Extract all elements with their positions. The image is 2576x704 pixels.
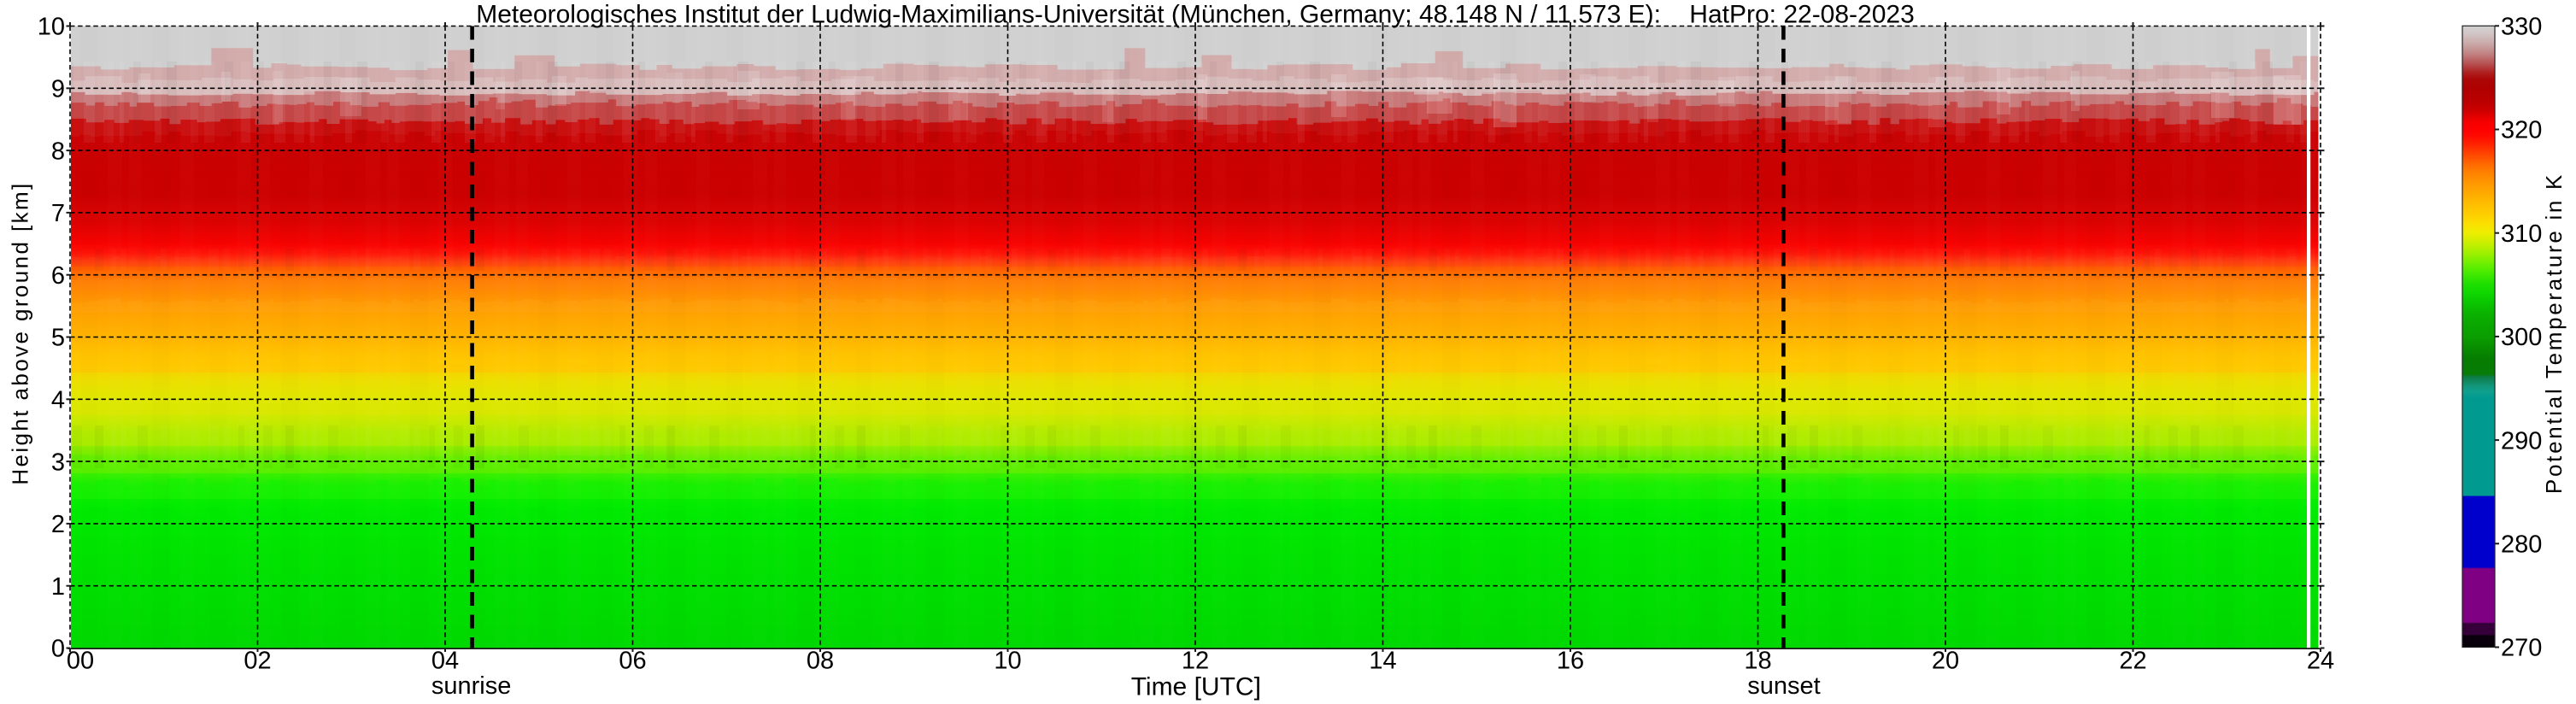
svg-text:2: 2 (51, 511, 65, 538)
svg-text:8: 8 (51, 138, 65, 165)
svg-text:sunset: sunset (1747, 672, 1820, 700)
svg-text:08: 08 (807, 648, 834, 675)
svg-text:280: 280 (2501, 531, 2542, 559)
svg-text:10: 10 (38, 14, 65, 41)
svg-text:12: 12 (1182, 648, 1209, 675)
svg-text:14: 14 (1369, 648, 1396, 675)
svg-text:06: 06 (619, 648, 646, 675)
svg-text:Meteorologisches Institut der: Meteorologisches Institut der Ludwig-Max… (476, 1, 1915, 29)
svg-text:5: 5 (51, 325, 65, 352)
svg-text:Time [UTC]: Time [UTC] (1131, 673, 1261, 701)
svg-text:1: 1 (51, 573, 65, 601)
svg-text:9: 9 (51, 76, 65, 103)
svg-text:Potential Temperature in K: Potential Temperature in K (2541, 173, 2567, 494)
svg-text:0: 0 (51, 636, 65, 663)
svg-text:330: 330 (2501, 14, 2542, 41)
svg-text:270: 270 (2501, 635, 2542, 662)
svg-text:sunrise: sunrise (431, 672, 512, 700)
svg-text:6: 6 (51, 262, 65, 290)
svg-text:300: 300 (2501, 324, 2542, 351)
svg-text:18: 18 (1744, 648, 1771, 675)
svg-text:10: 10 (994, 648, 1021, 675)
svg-text:Height above ground [km]: Height above ground [km] (8, 181, 33, 484)
svg-text:04: 04 (431, 648, 459, 675)
svg-text:24: 24 (2307, 648, 2334, 675)
svg-text:290: 290 (2501, 427, 2542, 455)
svg-text:7: 7 (51, 200, 65, 227)
svg-text:320: 320 (2501, 117, 2542, 144)
svg-text:4: 4 (51, 387, 65, 414)
svg-text:310: 310 (2501, 220, 2542, 248)
svg-text:16: 16 (1557, 648, 1584, 675)
svg-text:02: 02 (244, 648, 271, 675)
svg-text:3: 3 (51, 449, 65, 476)
svg-text:00: 00 (67, 648, 94, 675)
svg-text:20: 20 (1932, 648, 1959, 675)
svg-text:22: 22 (2119, 648, 2146, 675)
